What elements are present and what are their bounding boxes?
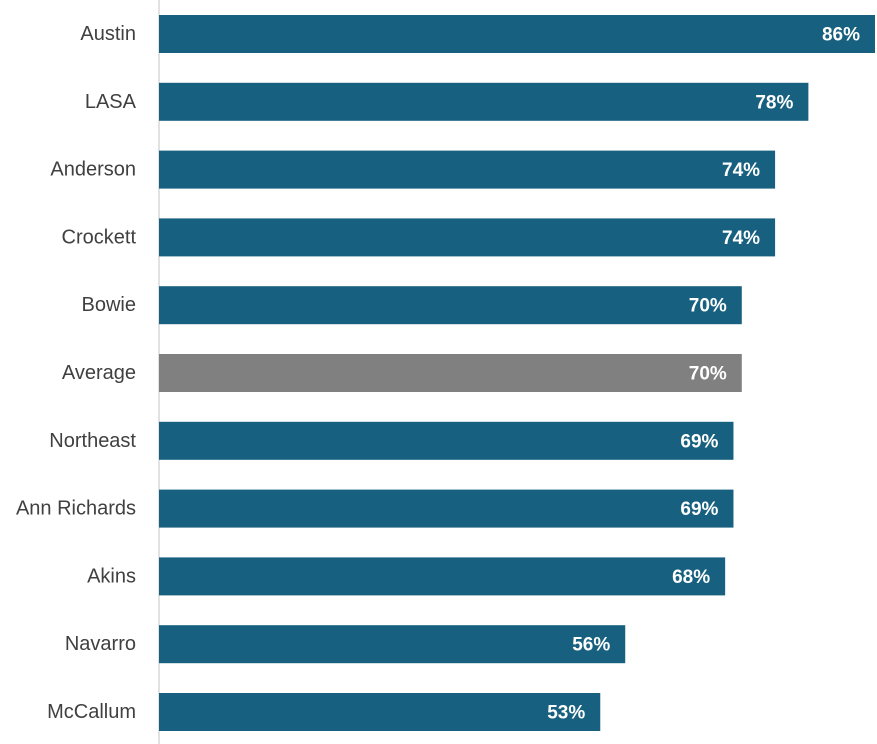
bar-akins — [159, 557, 726, 596]
category-label: Average — [62, 362, 136, 384]
value-label: 74% — [722, 160, 760, 181]
value-label: 78% — [755, 92, 793, 113]
category-labels-group: Austin LASA Anderson Crockett Bowie Average No… — [16, 23, 137, 723]
bar-average — [159, 354, 742, 392]
bar-austin — [159, 15, 875, 53]
category-label: Navarro — [65, 633, 136, 655]
bar-northeast — [159, 421, 734, 460]
category-label: Anderson — [50, 159, 136, 181]
bar-ann-richards — [159, 489, 734, 528]
bar-crockett — [159, 218, 776, 257]
bars-group — [159, 15, 875, 731]
bar-bowie — [159, 286, 742, 325]
bar-lasa — [159, 82, 809, 121]
category-label: Bowie — [82, 294, 136, 316]
value-label: 74% — [722, 228, 760, 249]
category-label: Austin — [80, 23, 136, 45]
value-label: 70% — [689, 296, 727, 317]
category-label: LASA — [85, 91, 137, 113]
value-label: 69% — [680, 499, 718, 520]
value-label: 86% — [822, 25, 860, 46]
value-label: 69% — [680, 431, 718, 452]
value-label: 56% — [572, 635, 610, 656]
bar-anderson — [159, 150, 776, 189]
value-label: 53% — [547, 703, 585, 724]
category-label: Ann Richards — [16, 498, 136, 520]
category-label: Northeast — [49, 430, 136, 452]
bar-mccallum — [159, 693, 601, 731]
value-label: 68% — [672, 567, 710, 588]
category-label: McCallum — [47, 701, 136, 723]
value-label: 70% — [689, 364, 727, 385]
category-label: Akins — [87, 565, 136, 587]
category-label: Crockett — [62, 226, 137, 248]
value-labels-group: 86% 78% 74% 74% 70% 70% 69% 69% 68% 56% 53% — [547, 25, 860, 724]
bar-navarro — [159, 625, 626, 664]
